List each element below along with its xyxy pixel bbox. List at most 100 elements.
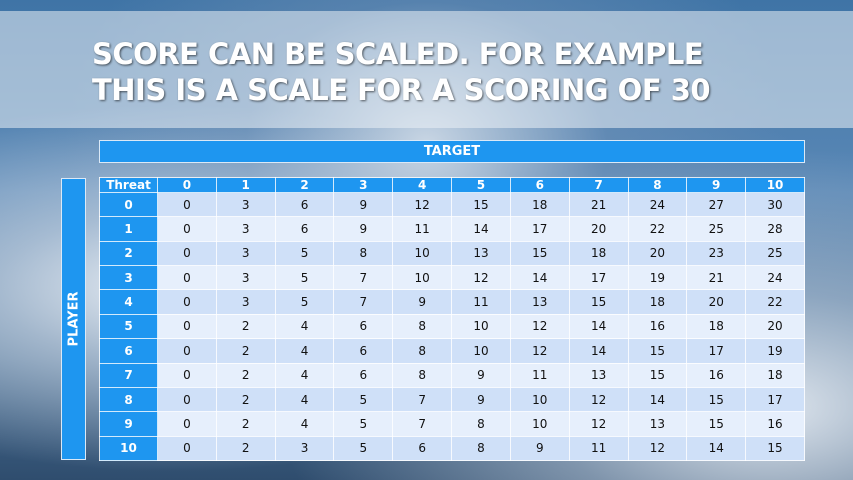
score-cell: 8	[451, 435, 511, 462]
score-cell: 3	[215, 265, 276, 291]
score-cell: 17	[568, 265, 629, 291]
score-cell: 8	[333, 240, 394, 267]
score-cell: 13	[509, 289, 570, 315]
score-cell: 24	[745, 265, 805, 291]
score-cell: 0	[157, 240, 217, 267]
score-cell: 23	[686, 240, 747, 267]
score-cell: 8	[392, 338, 453, 364]
score-cell: 21	[686, 265, 747, 291]
score-cell: 4	[274, 362, 335, 388]
column-header: 3	[333, 177, 394, 193]
score-cell: 9	[451, 386, 511, 413]
score-cell: 18	[745, 362, 805, 388]
score-cell: 19	[627, 265, 688, 291]
row-header: 4	[99, 289, 158, 315]
score-cell: 15	[509, 240, 570, 267]
column-header: 10	[745, 177, 805, 193]
score-cell: 9	[451, 362, 511, 388]
row-header: 8	[99, 386, 158, 413]
score-cell: 5	[333, 411, 394, 437]
score-cell: 9	[509, 435, 570, 462]
score-cell: 12	[451, 265, 511, 291]
score-cell: 12	[568, 386, 629, 413]
table-header-row: Threat 0 1 2 3 4 5 6 7 8 9 10	[99, 177, 805, 193]
score-cell: 5	[333, 386, 394, 413]
row-header: 9	[99, 411, 158, 437]
row-header: 2	[99, 240, 158, 267]
table-row: 0 0 3 6 9 12 15 18 21 24 27 30	[99, 191, 805, 218]
score-cell: 4	[274, 338, 335, 364]
score-cell: 9	[333, 216, 394, 242]
score-cell: 18	[568, 240, 629, 267]
score-cell: 14	[686, 435, 747, 462]
score-cell: 3	[274, 435, 335, 462]
row-header: 3	[99, 265, 158, 291]
score-cell: 19	[745, 338, 805, 364]
column-header: 7	[568, 177, 629, 193]
score-cell: 3	[215, 289, 276, 315]
score-cell: 7	[392, 386, 453, 413]
score-cell: 10	[392, 240, 453, 267]
column-header: 8	[627, 177, 688, 193]
score-cell: 8	[392, 313, 453, 340]
score-cell: 13	[451, 240, 511, 267]
row-header: 7	[99, 362, 158, 388]
score-cell: 27	[686, 191, 747, 218]
score-cell: 6	[333, 338, 394, 364]
score-cell: 8	[392, 362, 453, 388]
score-cell: 7	[333, 289, 394, 315]
score-cell: 6	[333, 362, 394, 388]
score-cell: 0	[157, 265, 217, 291]
score-cell: 2	[215, 411, 276, 437]
score-cell: 15	[627, 338, 688, 364]
score-cell: 5	[274, 289, 335, 315]
table-row: 4 0 3 5 7 9 11 13 15 18 20 22	[99, 289, 805, 315]
score-cell: 0	[157, 216, 217, 242]
score-cell: 8	[451, 411, 511, 437]
score-cell: 25	[686, 216, 747, 242]
score-cell: 0	[157, 411, 217, 437]
row-header: 5	[99, 313, 158, 340]
table-row: 10 0 2 3 5 6 8 9 11 12 14 15	[99, 435, 805, 462]
row-header: 1	[99, 216, 158, 242]
score-cell: 12	[627, 435, 688, 462]
score-cell: 14	[568, 313, 629, 340]
score-cell: 6	[333, 313, 394, 340]
title-line: SCORE CAN BE SCALED. FOR EXAMPLE	[92, 37, 704, 71]
score-cell: 22	[627, 216, 688, 242]
score-cell: 6	[274, 191, 335, 218]
score-cell: 16	[745, 411, 805, 437]
score-cell: 17	[686, 338, 747, 364]
table-row: 3 0 3 5 7 10 12 14 17 19 21 24	[99, 265, 805, 291]
score-cell: 2	[215, 338, 276, 364]
score-cell: 0	[157, 362, 217, 388]
column-header: 6	[509, 177, 570, 193]
score-cell: 15	[627, 362, 688, 388]
score-cell: 11	[392, 216, 453, 242]
score-cell: 2	[215, 362, 276, 388]
score-cell: 3	[215, 191, 276, 218]
score-cell: 0	[157, 386, 217, 413]
score-cell: 12	[568, 411, 629, 437]
score-cell: 6	[274, 216, 335, 242]
score-cell: 5	[333, 435, 394, 462]
player-label: PLAYER	[66, 291, 81, 347]
score-cell: 2	[215, 313, 276, 340]
row-header: 6	[99, 338, 158, 364]
column-header: 2	[274, 177, 335, 193]
column-header: 9	[686, 177, 747, 193]
score-cell: 3	[215, 216, 276, 242]
score-cell: 25	[745, 240, 805, 267]
score-cell: 3	[215, 240, 276, 267]
corner-cell: Threat	[99, 177, 158, 193]
row-header: 10	[99, 435, 158, 462]
score-cell: 17	[509, 216, 570, 242]
score-cell: 10	[509, 386, 570, 413]
score-cell: 30	[745, 191, 805, 218]
score-cell: 20	[745, 313, 805, 340]
score-table: Threat 0 1 2 3 4 5 6 7 8 9 10 0 0 3 6 9 12 15 18 21 24 27 30 1 0…	[99, 177, 805, 462]
score-cell: 14	[627, 386, 688, 413]
score-cell: 5	[274, 265, 335, 291]
table-row: 5 0 2 4 6 8 10 12 14 16 18 20	[99, 313, 805, 340]
score-cell: 24	[627, 191, 688, 218]
